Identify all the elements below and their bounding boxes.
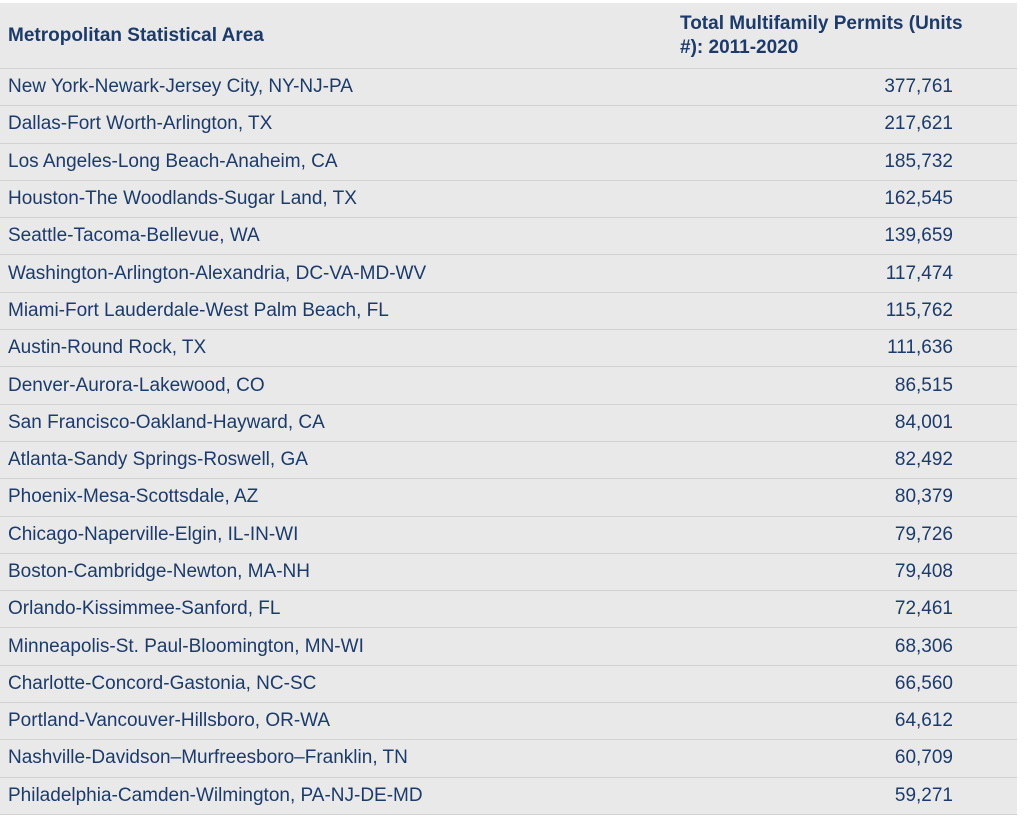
permits-cell: 82,492	[894, 449, 953, 471]
table-row: New York-Newark-Jersey City, NY-NJ-PA 37…	[0, 68, 1017, 105]
msa-cell: Dallas-Fort Worth-Arlington, TX	[8, 113, 273, 135]
table-row: Minneapolis-St. Paul-Bloomington, MN-WI …	[0, 627, 1017, 664]
table-row: Portland-Vancouver-Hillsboro, OR-WA 64,6…	[0, 702, 1017, 739]
table-row: Denver-Aurora-Lakewood, CO 86,515	[0, 366, 1017, 403]
table-body: New York-Newark-Jersey City, NY-NJ-PA 37…	[0, 68, 1017, 814]
table-row: Phoenix-Mesa-Scottsdale, AZ 80,379	[0, 478, 1017, 515]
permits-cell: 115,762	[885, 299, 953, 321]
permits-cell: 66,560	[894, 672, 953, 694]
msa-cell: New York-Newark-Jersey City, NY-NJ-PA	[8, 76, 353, 98]
table-row: Nashville-Davidson–Murfreesboro–Franklin…	[0, 739, 1017, 776]
table-row: Washington-Arlington-Alexandria, DC-VA-M…	[0, 254, 1017, 291]
table-row: Orlando-Kissimmee-Sanford, FL 72,461	[0, 590, 1017, 627]
table-row: Boston-Cambridge-Newton, MA-NH 79,408	[0, 552, 1017, 590]
permits-cell: 84,001	[894, 411, 953, 433]
table-row: Atlanta-Sandy Springs-Roswell, GA 82,492	[0, 440, 1017, 478]
msa-cell: Boston-Cambridge-Newton, MA-NH	[8, 561, 310, 582]
permits-cell: 68,306	[894, 635, 953, 657]
permits-cell: 117,474	[885, 262, 953, 284]
msa-cell: Chicago-Naperville-Elgin, IL-IN-WI	[8, 523, 299, 545]
permits-cell: 377,761	[884, 76, 953, 98]
permits-cell: 217,621	[884, 113, 953, 135]
permits-cell: 72,461	[894, 598, 953, 620]
table-row: Austin-Round Rock, TX 111,636	[0, 329, 1017, 366]
table-row: Philadelphia-Camden-Wilmington, PA-NJ-DE…	[0, 776, 1017, 814]
permits-cell: 64,612	[894, 710, 953, 732]
table-row: Houston-The Woodlands-Sugar Land, TX 162…	[0, 179, 1017, 217]
permits-cell: 111,636	[887, 337, 953, 359]
permits-cell: 139,659	[884, 225, 953, 247]
column-header-msa: Metropolitan Statistical Area	[8, 24, 264, 46]
table-row: Miami-Fort Lauderdale-West Palm Beach, F…	[0, 291, 1017, 329]
permits-cell: 86,515	[894, 374, 953, 396]
table-row: Los Angeles-Long Beach-Anaheim, CA 185,7…	[0, 142, 1017, 180]
column-header-permits: Total Multifamily Permits (Units #): 201…	[680, 12, 963, 58]
permits-cell: 162,545	[884, 188, 953, 210]
msa-cell: San Francisco-Oakland-Hayward, CA	[8, 411, 325, 433]
table-row: Dallas-Fort Worth-Arlington, TX 217,621	[0, 105, 1017, 142]
permits-cell: 59,271	[894, 784, 953, 806]
msa-cell: Washington-Arlington-Alexandria, DC-VA-M…	[8, 262, 427, 284]
msa-cell: Minneapolis-St. Paul-Bloomington, MN-WI	[8, 635, 364, 657]
msa-cell: Los Angeles-Long Beach-Anaheim, CA	[8, 150, 338, 172]
msa-cell: Nashville-Davidson–Murfreesboro–Franklin…	[8, 747, 408, 769]
msa-cell: Miami-Fort Lauderdale-West Palm Beach, F…	[8, 299, 389, 321]
msa-cell: Atlanta-Sandy Springs-Roswell, GA	[8, 449, 308, 471]
permits-cell: 80,379	[894, 486, 953, 508]
permits-cell: 79,726	[894, 523, 953, 545]
table-row: Seattle-Tacoma-Bellevue, WA 139,659	[0, 217, 1017, 254]
msa-cell: Portland-Vancouver-Hillsboro, OR-WA	[8, 710, 331, 732]
msa-cell: Denver-Aurora-Lakewood, CO	[8, 374, 265, 396]
msa-cell: Phoenix-Mesa-Scottsdale, AZ	[8, 486, 259, 508]
permits-cell: 60,709	[894, 747, 953, 769]
permits-cell: 185,732	[884, 150, 953, 172]
msa-cell: Orlando-Kissimmee-Sanford, FL	[8, 598, 281, 620]
table-header-row: Metropolitan Statistical Area Total Mult…	[0, 3, 1017, 68]
multifamily-permits-table: Metropolitan Statistical Area Total Mult…	[0, 3, 1017, 815]
table-row: Charlotte-Concord-Gastonia, NC-SC 66,560	[0, 664, 1017, 702]
msa-cell: Charlotte-Concord-Gastonia, NC-SC	[8, 672, 317, 694]
msa-cell: Austin-Round Rock, TX	[8, 337, 207, 359]
msa-cell: Seattle-Tacoma-Bellevue, WA	[8, 225, 260, 247]
msa-cell: Philadelphia-Camden-Wilmington, PA-NJ-DE…	[8, 784, 423, 806]
msa-cell: Houston-The Woodlands-Sugar Land, TX	[8, 188, 357, 210]
table-row: San Francisco-Oakland-Hayward, CA 84,001	[0, 403, 1017, 441]
table-row: Chicago-Naperville-Elgin, IL-IN-WI 79,72…	[0, 515, 1017, 553]
permits-cell: 79,408	[894, 561, 953, 582]
